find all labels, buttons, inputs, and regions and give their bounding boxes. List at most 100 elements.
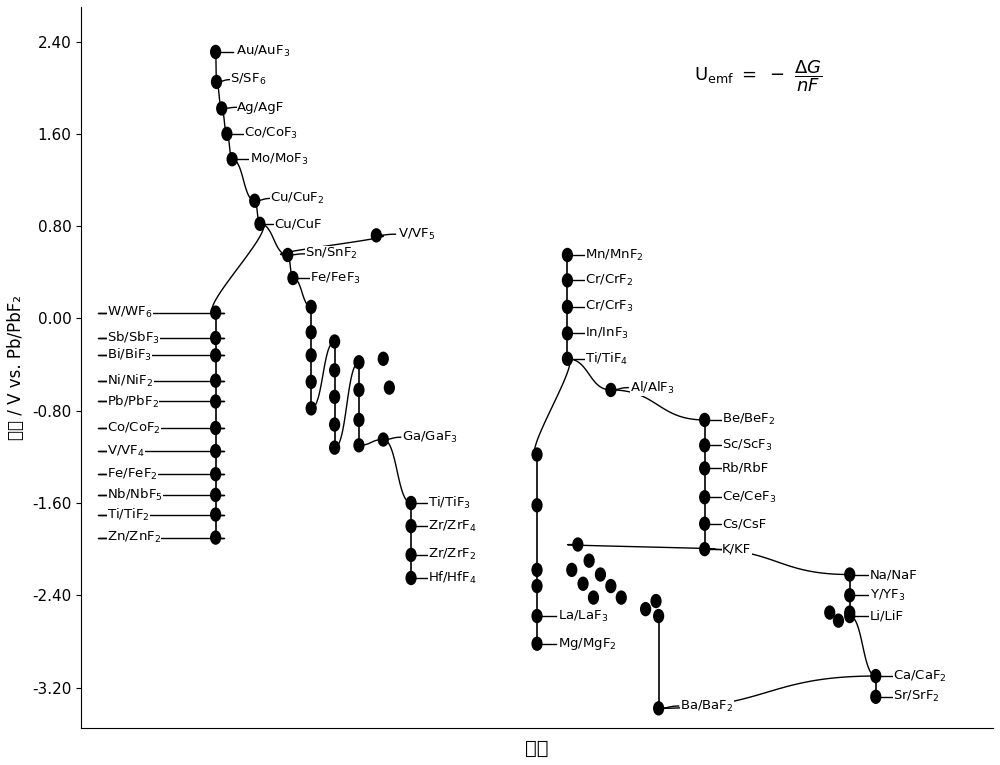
Circle shape	[654, 610, 663, 623]
Text: S/SF$_6$: S/SF$_6$	[230, 72, 267, 87]
Text: Al/AlF$_3$: Al/AlF$_3$	[630, 379, 675, 396]
Circle shape	[606, 580, 616, 592]
Circle shape	[406, 519, 416, 532]
Circle shape	[227, 153, 237, 165]
Text: V/VF$_5$: V/VF$_5$	[398, 226, 435, 242]
Circle shape	[700, 543, 709, 555]
Circle shape	[211, 306, 220, 319]
Circle shape	[354, 414, 364, 426]
Text: W/WF$_6$: W/WF$_6$	[107, 305, 153, 321]
Text: Ti/TiF$_3$: Ti/TiF$_3$	[428, 495, 471, 511]
Circle shape	[845, 568, 855, 581]
Circle shape	[532, 580, 542, 592]
Circle shape	[606, 383, 616, 396]
Text: Cr/CrF$_3$: Cr/CrF$_3$	[585, 299, 634, 314]
Circle shape	[651, 594, 661, 607]
Circle shape	[845, 606, 855, 619]
Text: Fe/FeF$_2$: Fe/FeF$_2$	[107, 467, 158, 482]
Text: Be/BeF$_2$: Be/BeF$_2$	[722, 412, 776, 428]
Circle shape	[211, 489, 220, 501]
Text: Cs/CsF: Cs/CsF	[722, 517, 766, 530]
Circle shape	[211, 468, 220, 480]
Circle shape	[700, 462, 709, 475]
Circle shape	[532, 564, 542, 576]
Circle shape	[406, 549, 416, 562]
Text: Cu/CuF: Cu/CuF	[274, 217, 321, 230]
Circle shape	[306, 301, 316, 313]
Circle shape	[372, 229, 381, 242]
Circle shape	[378, 353, 388, 365]
Circle shape	[378, 433, 388, 446]
Circle shape	[211, 531, 220, 544]
Circle shape	[532, 448, 542, 461]
Text: Rb/RbF: Rb/RbF	[722, 462, 769, 475]
Text: Mo/MoF$_3$: Mo/MoF$_3$	[250, 151, 308, 167]
Text: Ti/TiF$_4$: Ti/TiF$_4$	[585, 350, 628, 367]
Circle shape	[406, 496, 416, 509]
Circle shape	[211, 46, 220, 58]
Circle shape	[563, 249, 572, 262]
Circle shape	[250, 194, 259, 207]
Text: Ga/GaF$_3$: Ga/GaF$_3$	[402, 430, 458, 444]
Circle shape	[211, 508, 220, 521]
Circle shape	[563, 327, 572, 340]
Circle shape	[354, 383, 364, 396]
Text: Li/LiF: Li/LiF	[870, 610, 904, 623]
Circle shape	[406, 571, 416, 584]
Circle shape	[563, 274, 572, 287]
Circle shape	[871, 669, 881, 682]
Circle shape	[211, 332, 220, 344]
Text: Cu/CuF$_2$: Cu/CuF$_2$	[270, 191, 325, 206]
Text: Zr/ZrF$_2$: Zr/ZrF$_2$	[428, 547, 477, 562]
Circle shape	[596, 568, 605, 581]
Circle shape	[288, 272, 298, 285]
Text: $\mathrm{U_{emf}}\ =\ -\ \dfrac{\Delta G}{nF}$: $\mathrm{U_{emf}}\ =\ -\ \dfrac{\Delta G…	[694, 58, 823, 94]
Circle shape	[532, 499, 542, 512]
Circle shape	[563, 301, 572, 313]
Circle shape	[845, 610, 855, 623]
Circle shape	[563, 353, 572, 365]
Circle shape	[700, 517, 709, 530]
Text: Sn/SnF$_2$: Sn/SnF$_2$	[305, 246, 358, 262]
Text: Bi/BiF$_3$: Bi/BiF$_3$	[107, 347, 152, 363]
Text: Na/NaF: Na/NaF	[870, 568, 917, 581]
Circle shape	[871, 691, 881, 703]
Circle shape	[845, 589, 855, 601]
Text: In/InF$_3$: In/InF$_3$	[585, 326, 629, 341]
Circle shape	[654, 702, 663, 715]
Circle shape	[212, 76, 221, 88]
Circle shape	[283, 249, 292, 262]
Circle shape	[306, 349, 316, 362]
Text: Ba/BaF$_2$: Ba/BaF$_2$	[680, 698, 734, 714]
Circle shape	[354, 439, 364, 451]
Circle shape	[211, 422, 220, 435]
Text: Ti/TiF$_2$: Ti/TiF$_2$	[107, 506, 150, 522]
Text: Zr/ZrF$_4$: Zr/ZrF$_4$	[428, 519, 477, 534]
Text: Pb/PbF$_2$: Pb/PbF$_2$	[107, 393, 159, 409]
Circle shape	[567, 564, 577, 576]
Text: Ni/NiF$_2$: Ni/NiF$_2$	[107, 373, 153, 389]
Text: Mg/MgF$_2$: Mg/MgF$_2$	[558, 636, 617, 652]
Circle shape	[385, 381, 394, 394]
Circle shape	[306, 326, 316, 339]
Circle shape	[306, 402, 316, 415]
Text: Cr/CrF$_2$: Cr/CrF$_2$	[585, 273, 633, 288]
Circle shape	[825, 606, 835, 619]
Circle shape	[532, 637, 542, 650]
Circle shape	[641, 603, 650, 616]
Text: Sr/SrF$_2$: Sr/SrF$_2$	[893, 689, 940, 705]
Text: Co/CoF$_3$: Co/CoF$_3$	[244, 126, 298, 142]
Circle shape	[700, 491, 709, 503]
Text: Ca/CaF$_2$: Ca/CaF$_2$	[893, 669, 947, 684]
Text: La/LaF$_3$: La/LaF$_3$	[558, 608, 608, 623]
Circle shape	[211, 374, 220, 387]
Circle shape	[211, 349, 220, 362]
Circle shape	[211, 444, 220, 457]
Circle shape	[330, 364, 339, 376]
Text: Ag/AgF: Ag/AgF	[237, 101, 285, 114]
Circle shape	[700, 414, 709, 426]
Circle shape	[573, 538, 583, 551]
Y-axis label: 電位 / V vs. Pb/PbF₂: 電位 / V vs. Pb/PbF₂	[7, 295, 25, 440]
Circle shape	[834, 614, 843, 627]
Circle shape	[532, 610, 542, 623]
